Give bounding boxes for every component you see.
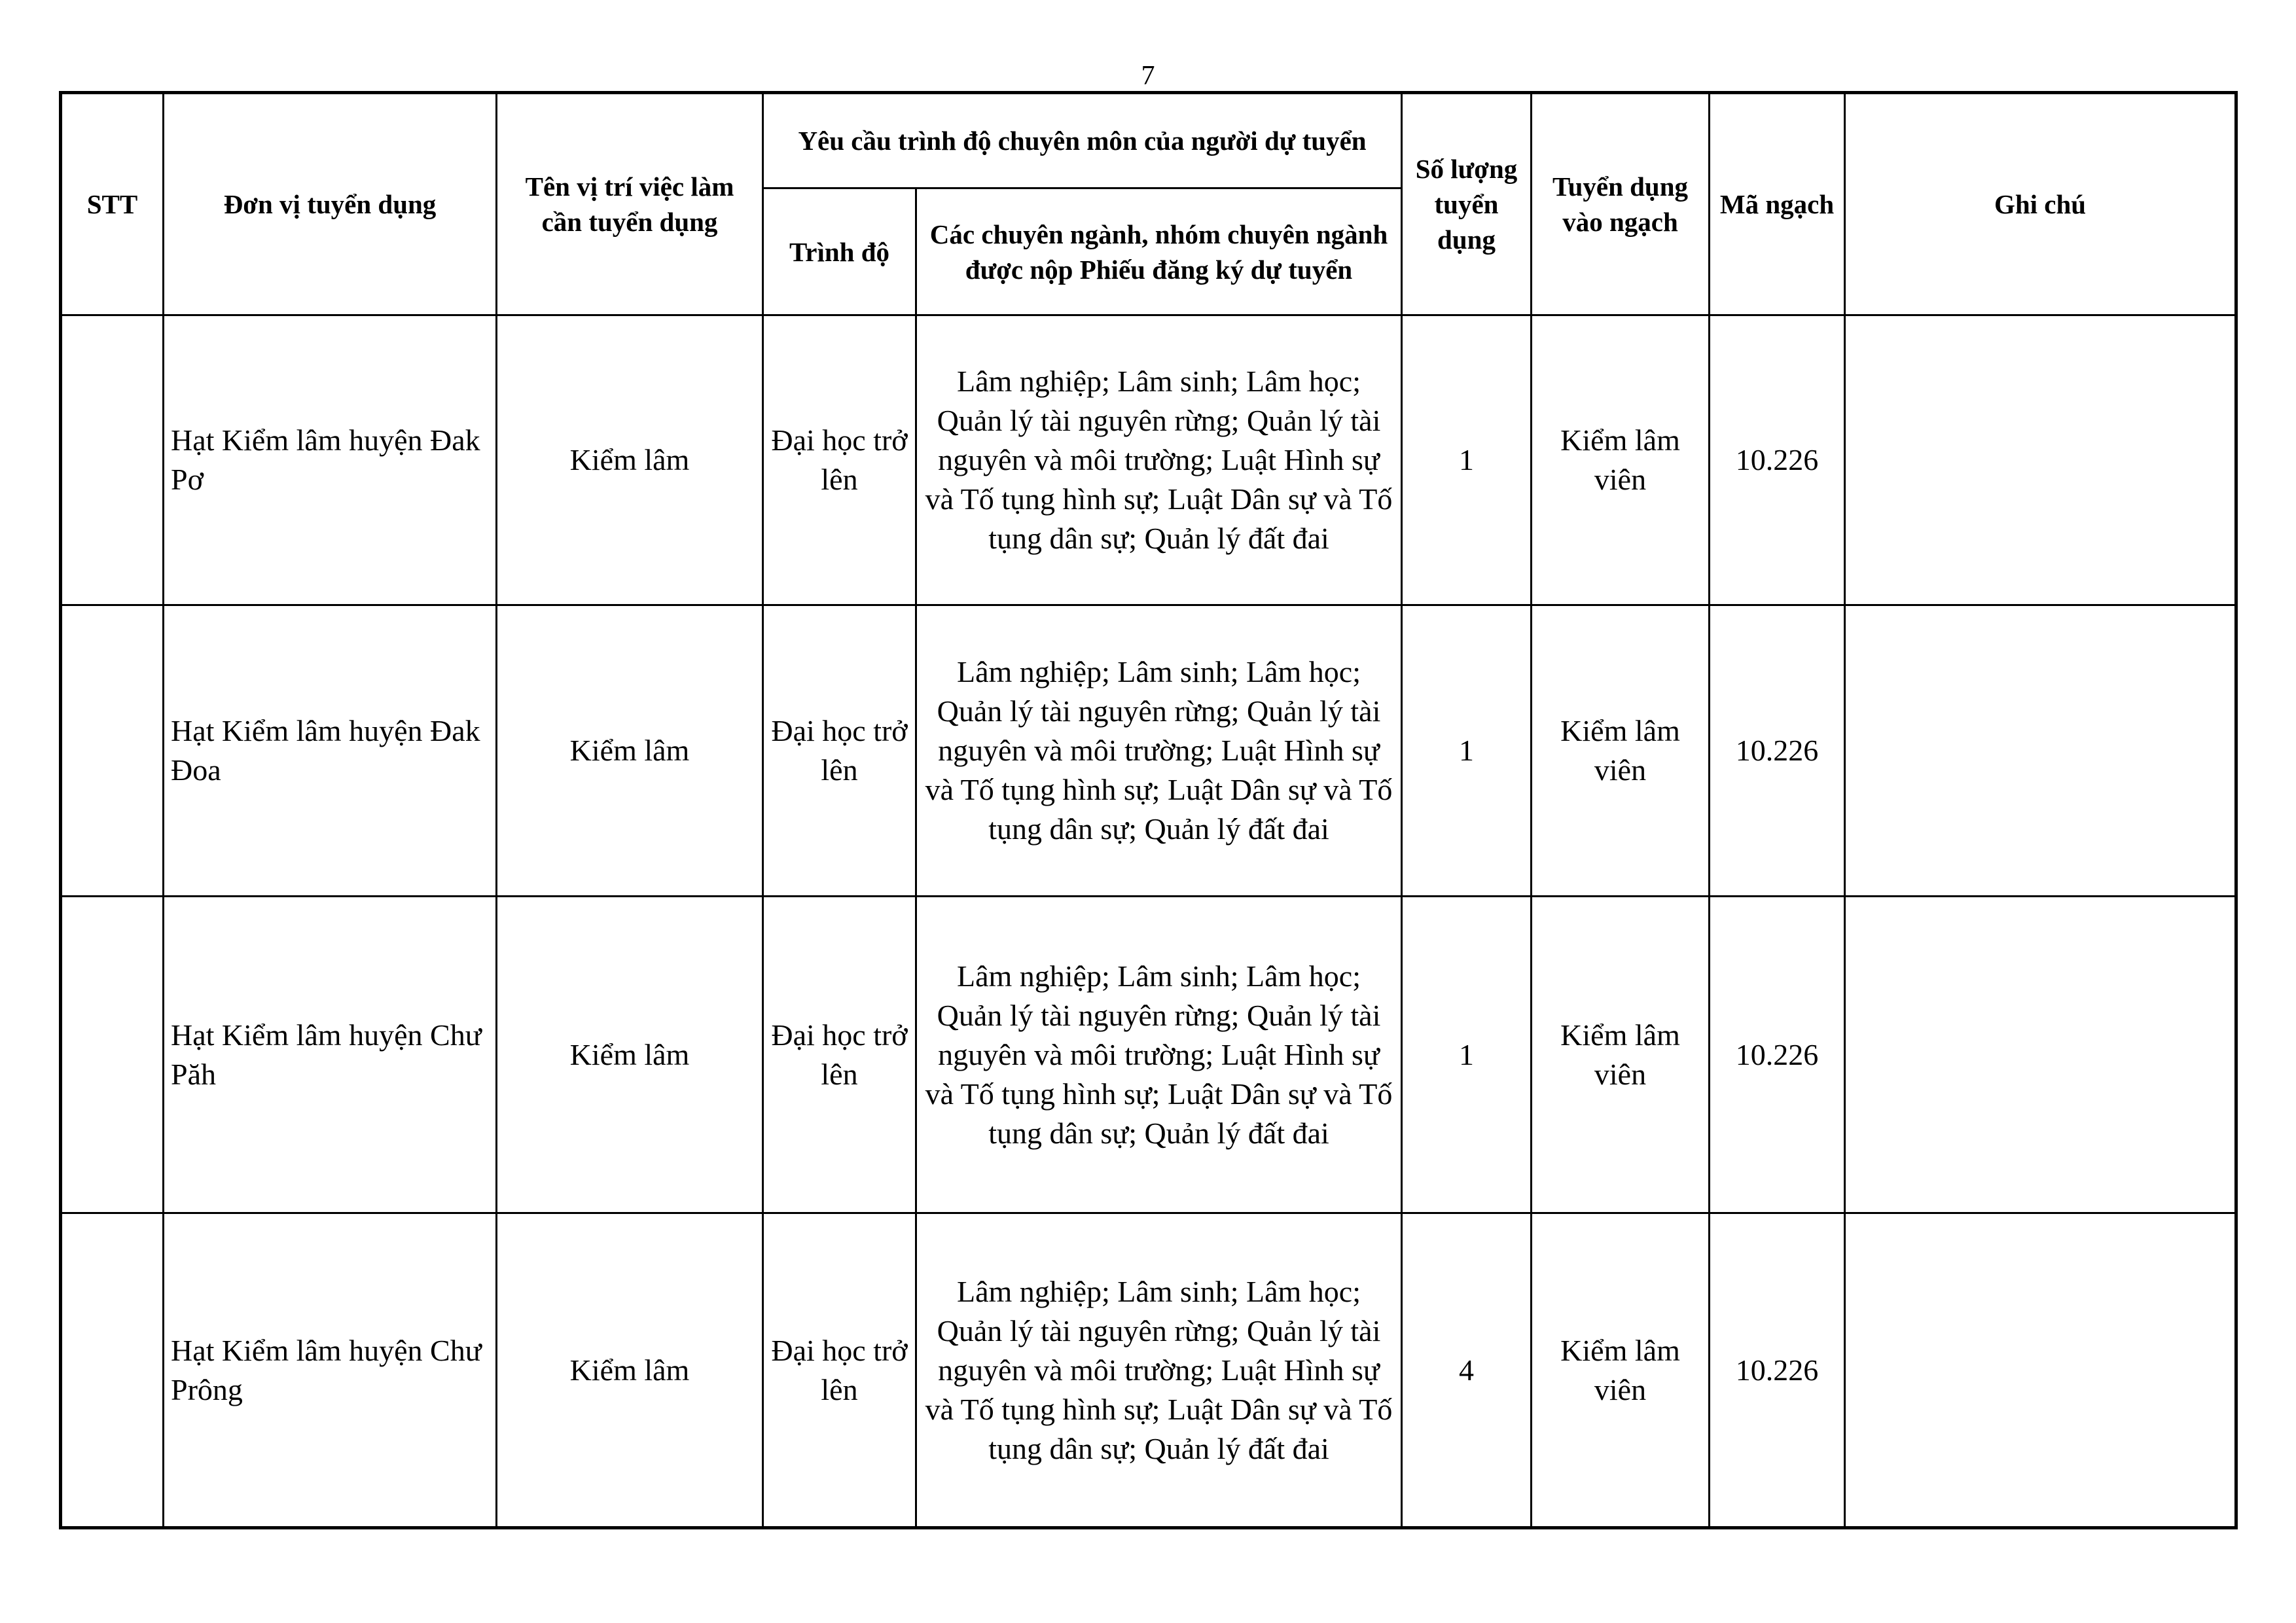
cell-code: 10.226 [1708, 314, 1846, 606]
header-position: Tên vị trí việc làm cần tuyển dụng [495, 92, 764, 316]
page-number: 7 [1141, 61, 1155, 91]
header-majors: Các chuyên ngành, nhóm chuyên ngành được… [914, 187, 1403, 316]
cell-stt [60, 1212, 164, 1529]
cell-level: Đại học trở lên [762, 604, 917, 897]
header-stt: STT [60, 92, 164, 316]
cell-code: 10.226 [1708, 1212, 1846, 1529]
cell-unit: Hạt Kiểm lâm huyện Chư Prông [162, 1212, 497, 1529]
header-unit: Đơn vị tuyển dụng [162, 92, 497, 316]
cell-quantity: 4 [1401, 1212, 1533, 1529]
recruitment-table: STT Đơn vị tuyển dụng Tên vị trí việc là… [59, 91, 2238, 1529]
cell-majors: Lâm nghiệp; Lâm sinh; Lâm học; Quản lý t… [914, 895, 1403, 1214]
cell-position: Kiểm lâm [495, 314, 764, 606]
cell-majors: Lâm nghiệp; Lâm sinh; Lâm học; Quản lý t… [914, 604, 1403, 897]
header-requirements: Yêu cầu trình độ chuyên môn của người dự… [761, 92, 1403, 189]
cell-position: Kiểm lâm [495, 1212, 764, 1529]
cell-position: Kiểm lâm [495, 895, 764, 1214]
header-quantity: Số lượng tuyển dụng [1401, 92, 1533, 316]
cell-code: 10.226 [1708, 604, 1846, 897]
cell-stt [60, 604, 164, 897]
table-row: Hạt Kiểm lâm huyện Đak Đoa Kiểm lâm Đại họ… [60, 604, 2238, 897]
table-row: Hạt Kiểm lâm huyện Chư Păh Kiểm lâm Đại họ… [60, 895, 2238, 1214]
cell-rank: Kiểm lâm viên [1530, 314, 1711, 606]
cell-level: Đại học trở lên [762, 1212, 917, 1529]
cell-quantity: 1 [1401, 314, 1533, 606]
cell-rank: Kiểm lâm viên [1530, 1212, 1711, 1529]
cell-note [1844, 604, 2238, 897]
cell-majors: Lâm nghiệp; Lâm sinh; Lâm học; Quản lý t… [914, 314, 1403, 606]
cell-position: Kiểm lâm [495, 604, 764, 897]
cell-level: Đại học trở lên [762, 895, 917, 1214]
cell-rank: Kiểm lâm viên [1530, 604, 1711, 897]
cell-unit: Hạt Kiểm lâm huyện Chư Păh [162, 895, 497, 1214]
cell-code: 10.226 [1708, 895, 1846, 1214]
cell-quantity: 1 [1401, 895, 1533, 1214]
cell-note [1844, 895, 2238, 1214]
cell-note [1844, 1212, 2238, 1529]
cell-level: Đại học trở lên [762, 314, 917, 606]
table-row: Hạt Kiểm lâm huyện Chư Prông Kiểm lâm Đại … [60, 1212, 2238, 1529]
cell-note [1844, 314, 2238, 606]
header-code: Mã ngạch [1708, 92, 1846, 316]
cell-unit: Hạt Kiểm lâm huyện Đak Pơ [162, 314, 497, 606]
cell-stt [60, 895, 164, 1214]
table-row: Hạt Kiểm lâm huyện Đak Pơ Kiểm lâm Đại học… [60, 314, 2238, 606]
cell-unit: Hạt Kiểm lâm huyện Đak Đoa [162, 604, 497, 897]
cell-quantity: 1 [1401, 604, 1533, 897]
cell-majors: Lâm nghiệp; Lâm sinh; Lâm học; Quản lý t… [914, 1212, 1403, 1529]
cell-stt [60, 314, 164, 606]
header-note: Ghi chú [1844, 92, 2238, 316]
header-level: Trình độ [762, 187, 917, 316]
header-rank: Tuyển dụng vào ngạch [1530, 92, 1711, 316]
cell-rank: Kiểm lâm viên [1530, 895, 1711, 1214]
